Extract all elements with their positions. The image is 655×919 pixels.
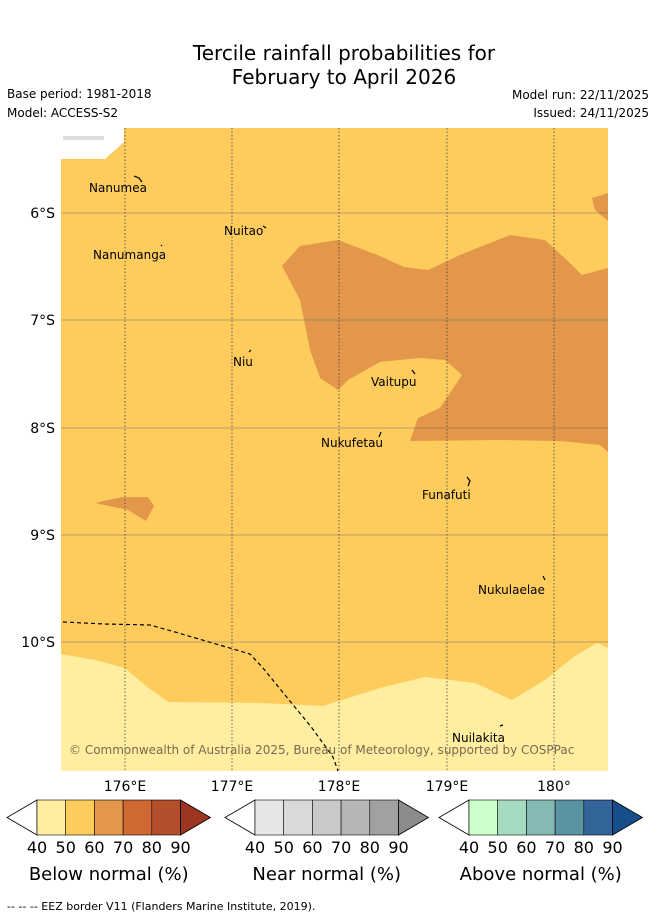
place-label: Nuitao [224, 224, 263, 238]
colorbar-tick: 70 [331, 838, 351, 857]
model-name: Model: ACCESS-S2 [7, 106, 119, 120]
lon-label: 180° [537, 779, 571, 795]
colorbar-cell [369, 799, 399, 836]
island-nanumanga [160, 244, 163, 247]
colorbar-0: 40 50 60 70 80 90 Below normal (%) [6, 799, 212, 885]
colorbar-cell [151, 799, 181, 836]
colorbar-title: Below normal (%) [29, 864, 189, 885]
place-label: Funafuti [422, 488, 471, 502]
colorbar-extend-high [180, 799, 212, 836]
place-label: Nanumanga [93, 248, 166, 262]
colorbar-cell [497, 799, 527, 836]
colorbar-extend-high [612, 799, 644, 836]
colorbar-1: 40 50 60 70 80 90 Near normal (%) [224, 799, 430, 885]
colorbar-tick: 60 [84, 838, 104, 857]
colorbar-tick: 90 [388, 838, 408, 857]
graticule-lon [124, 128, 555, 771]
lon-label: 178°E [318, 779, 361, 795]
place-label: Vaitupu [371, 375, 417, 389]
lat-label: 6°S [30, 206, 55, 222]
lon-label: 177°E [211, 779, 254, 795]
island-vaitupu [411, 369, 416, 375]
colorbar-tick: 50 [56, 838, 76, 857]
lat-label: 9°S [30, 528, 55, 544]
lat-label: 10°S [21, 635, 55, 651]
colorbar-tick: 40 [459, 838, 479, 857]
island-nuitao [262, 225, 267, 229]
colorbar-title: Near normal (%) [252, 864, 401, 885]
colorbar-tick: 90 [602, 838, 622, 857]
colorbar-tick: 80 [142, 838, 162, 857]
colorbar-cell [526, 799, 556, 836]
prob-region-60-70-w [95, 497, 154, 521]
colorbar-tick: 60 [302, 838, 322, 857]
colorbar-tick: 80 [574, 838, 594, 857]
colorbar-tick: 80 [360, 838, 380, 857]
lat-axis: 6°S 7°S 8°S 9°S 10°S [21, 206, 55, 651]
colorbar-cell [283, 799, 313, 836]
base-period: Base period: 1981-2018 [7, 87, 152, 101]
island-nukulaelae [542, 575, 546, 581]
colorbar-cell [36, 799, 67, 836]
place-label: Niu [233, 355, 253, 369]
title-line-1: Tercile rainfall probabilities for [192, 41, 496, 65]
lat-label: 8°S [30, 421, 55, 437]
place-label: Nanumea [89, 181, 147, 195]
place-label: Nukufetau [321, 436, 383, 450]
island-nukufetau [378, 431, 382, 438]
place-labels: Nanumea Nuitao Nanumanga Niu Vaitupu Nuk… [89, 181, 545, 745]
colorbar-extend-low [224, 799, 256, 836]
colorbar-cell [65, 799, 95, 836]
map-panel [61, 128, 608, 772]
colorbar-cell [94, 799, 124, 836]
colorbar-tick: 90 [170, 838, 190, 857]
prob-region-60-70 [282, 235, 608, 452]
colorbar-cell [254, 799, 285, 836]
prob-region-40-50 [61, 643, 608, 771]
prob-region-60-70-ne [592, 193, 608, 221]
colorbar-tick: 70 [113, 838, 133, 857]
colorbars: 40 50 60 70 80 90 Below normal (%) 40 50 60 70 80 90… [6, 799, 644, 885]
colorbar-tick: 40 [27, 838, 47, 857]
lat-label: 7°S [30, 313, 55, 329]
prob-region-50-60 [61, 128, 608, 771]
colorbar-extend-low [6, 799, 38, 836]
colorbar-2: 40 50 60 70 80 90 Above normal (%) [438, 799, 644, 885]
chart-title: Tercile rainfall probabilities for Febru… [0, 41, 655, 89]
colorbar-tick: 50 [488, 838, 508, 857]
island-nanumea [133, 175, 143, 183]
colorbar-cell [312, 799, 342, 836]
eez-border [62, 621, 339, 772]
place-label: Nuilakita [452, 731, 505, 745]
colorbar-cell [340, 799, 371, 836]
colorbar-cell [122, 799, 153, 836]
copyright-notice: © Commonwealth of Australia 2025, Bureau… [69, 743, 574, 757]
colorbar-tick: 50 [274, 838, 294, 857]
colorbar-tick: 40 [245, 838, 265, 857]
colorbar-title: Above normal (%) [460, 864, 622, 885]
lon-label: 176°E [104, 779, 147, 795]
no-data-corner [61, 128, 124, 159]
lon-axis: 176°E 177°E 178°E 179°E 180° [104, 779, 571, 795]
island-funafuti [466, 476, 471, 487]
colorbar-tick: 70 [545, 838, 565, 857]
eez-footnote: -- -- -- EEZ border V11 (Flanders Marine… [7, 900, 316, 913]
place-label: Nukulaelae [478, 583, 545, 597]
model-run: Model run: 22/11/2025 [511, 88, 649, 102]
colorbar-tick: 60 [516, 838, 536, 857]
colorbar-extend-low [438, 799, 470, 836]
issued-date: Issued: 24/11/2025 [533, 106, 649, 120]
graticule-lat [61, 212, 608, 643]
colorbar-cell [554, 799, 585, 836]
colorbar-cell [583, 799, 613, 836]
island-nuilakita [499, 724, 504, 727]
island-marks [133, 175, 546, 727]
island-niu [248, 349, 252, 353]
colorbar-extend-high [398, 799, 430, 836]
colorbar-cell [468, 799, 499, 836]
title-line-2: February to April 2026 [231, 65, 457, 89]
lon-label: 179°E [426, 779, 469, 795]
